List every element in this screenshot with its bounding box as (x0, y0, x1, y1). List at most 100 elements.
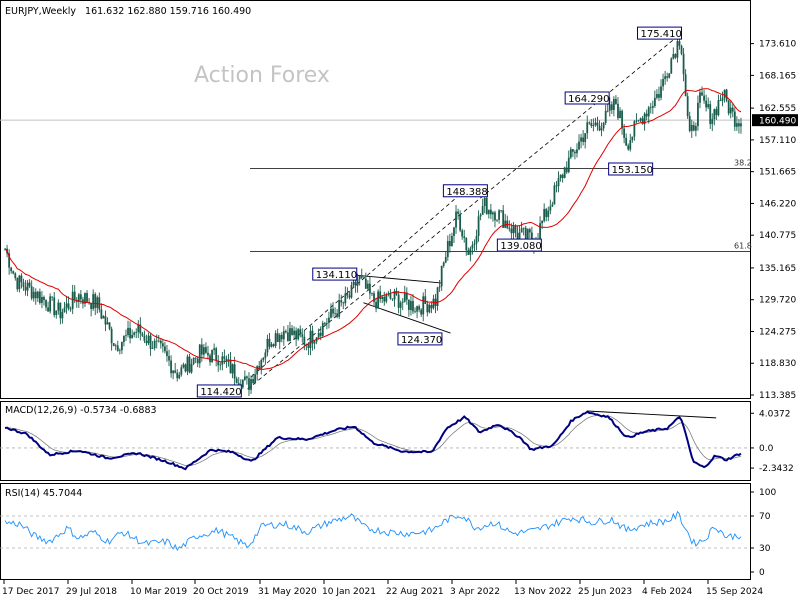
candle-body (260, 359, 263, 370)
candle-body (174, 370, 177, 373)
candle-body (159, 340, 162, 344)
candle-body (621, 110, 623, 129)
macd-signal-line (5, 415, 742, 467)
candle-body (342, 302, 345, 304)
candle-body (157, 340, 160, 342)
candle-body (176, 372, 179, 379)
candle-body (676, 41, 679, 58)
x-tick-label: 25 Jun 2023 (578, 587, 632, 597)
candle-body (412, 301, 414, 312)
candle-body (721, 97, 724, 101)
candle-body (246, 376, 248, 379)
candle-body (330, 308, 332, 318)
candle-body (96, 297, 99, 308)
candle-body (100, 309, 103, 319)
candle-body (328, 317, 330, 323)
candle-body (711, 119, 714, 125)
candle-body (303, 336, 306, 345)
candle-body (653, 97, 656, 107)
candle-body (313, 341, 316, 344)
candle-body (451, 235, 453, 247)
candle-body (338, 300, 341, 317)
candle-body (680, 45, 683, 54)
candle-body (424, 296, 427, 304)
candle-body (391, 298, 394, 300)
candle-body (235, 378, 238, 384)
candle-body (348, 295, 351, 298)
price-y-tick-label: 146.220 (759, 199, 796, 209)
candle-body (494, 212, 496, 221)
candle-body (231, 364, 234, 374)
candle-body (651, 106, 654, 108)
candle-body (65, 303, 68, 308)
candle-body (36, 291, 39, 299)
candle-body (528, 229, 531, 233)
price-annotation-153.150: 153.150 (608, 162, 654, 176)
candle-body (209, 355, 211, 363)
candle-body (266, 338, 269, 353)
x-tick-label: 4 Feb 2024 (642, 587, 693, 597)
candle-body (145, 340, 148, 344)
candle-body (643, 113, 646, 125)
candle-body (258, 366, 261, 370)
candle-body (55, 310, 58, 315)
macd-y-tick-label: 4.0372 (759, 409, 791, 419)
price-annotation-134.110: 134.110 (312, 267, 358, 281)
candle-body (82, 299, 84, 304)
candle-body (459, 213, 462, 231)
candle-body (723, 89, 726, 98)
candle-body (401, 301, 404, 303)
candle-body (629, 140, 632, 150)
candle-body (625, 137, 628, 146)
candle-body (190, 363, 193, 373)
candle-body (262, 357, 265, 360)
candle-body (67, 303, 70, 309)
last-price-label: 160.490 (759, 117, 796, 127)
candle-body (666, 76, 669, 78)
candle-body (106, 322, 109, 325)
candle-body (321, 323, 324, 336)
candle-body (131, 334, 134, 339)
price-symbol: EURJPY,Weekly (5, 6, 76, 17)
candle-body (217, 360, 220, 366)
fib-label-61.8: 61.8 (734, 241, 752, 250)
candle-body (731, 107, 734, 112)
candle-body (649, 107, 652, 109)
price-layer: 38.2 61.8 175.410 164.290 153.150 148.388 139.… (0, 26, 752, 398)
price-annotation-139.080: 139.080 (496, 238, 542, 252)
candle-body (479, 214, 482, 217)
candle-body (373, 293, 375, 302)
candle-body (123, 335, 125, 343)
candle-body (574, 151, 576, 154)
candle-body (393, 290, 396, 300)
candle-body (274, 333, 277, 347)
candle-body (377, 291, 380, 309)
candle-body (610, 104, 613, 110)
x-tick-label: 22 Aug 2021 (386, 587, 444, 597)
candle-body (664, 76, 667, 80)
candle-body (516, 232, 519, 240)
candle-body (188, 356, 191, 373)
price-y-tick-label: 162.555 (759, 104, 796, 114)
candle-body (291, 328, 293, 335)
candle-body (563, 167, 566, 178)
candle-body (426, 303, 429, 313)
candle-body (455, 211, 457, 228)
candle-body (264, 352, 267, 358)
candle-body (475, 236, 478, 244)
candle-body (172, 370, 175, 374)
candle-body (168, 356, 170, 361)
candle-body (586, 122, 589, 134)
candle-body (8, 253, 11, 268)
candle-body (725, 89, 728, 101)
candle-body (12, 271, 15, 274)
candle-body (645, 113, 648, 117)
candle-body (221, 356, 224, 365)
candle-body (170, 360, 172, 374)
candle-body (371, 293, 373, 294)
candle-body (383, 296, 386, 302)
candle-body (690, 124, 693, 131)
candle-body (561, 174, 564, 178)
candle-body (557, 178, 560, 187)
